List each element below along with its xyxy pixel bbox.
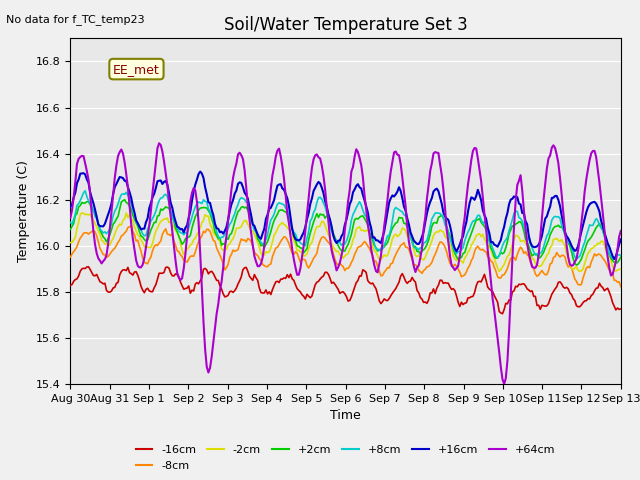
Text: EE_met: EE_met [113,62,160,75]
Title: Soil/Water Temperature Set 3: Soil/Water Temperature Set 3 [224,16,467,34]
Text: No data for f_TC_temp23: No data for f_TC_temp23 [6,14,145,25]
Y-axis label: Temperature (C): Temperature (C) [17,160,30,262]
Legend: -16cm, -8cm, -2cm, +2cm, +8cm, +16cm, +64cm: -16cm, -8cm, -2cm, +2cm, +8cm, +16cm, +6… [131,441,560,475]
X-axis label: Time: Time [330,409,361,422]
